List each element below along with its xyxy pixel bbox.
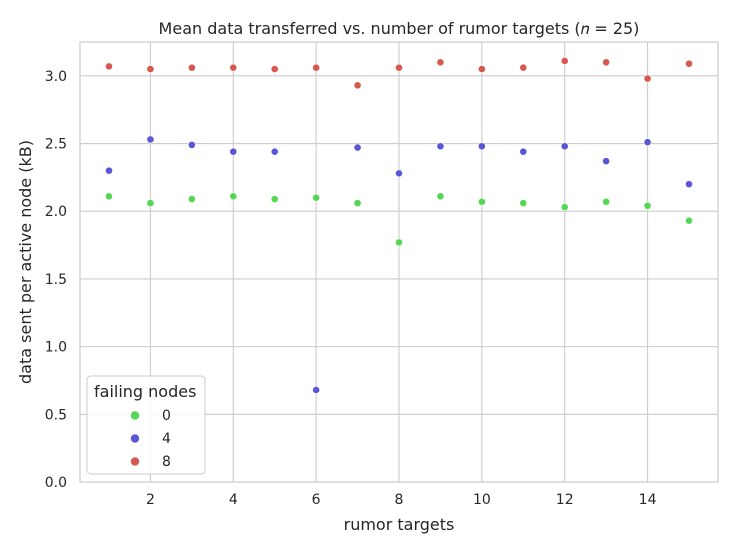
x-tick-label: 12 xyxy=(556,492,574,508)
legend-marker-8 xyxy=(130,456,140,467)
y-tick-label: 1.5 xyxy=(45,272,67,288)
data-point-series-0 xyxy=(560,203,569,212)
data-point-series-8 xyxy=(105,62,113,71)
data-point-series-4 xyxy=(187,140,196,149)
data-point-series-0 xyxy=(395,238,403,247)
data-point-series-4 xyxy=(477,142,486,151)
legend-box xyxy=(86,375,206,475)
data-point-series-4 xyxy=(312,386,321,394)
data-point-series-4 xyxy=(229,147,238,156)
legend-marker-4 xyxy=(130,433,140,444)
data-point-series-4 xyxy=(685,180,693,189)
data-point-series-8 xyxy=(270,65,279,73)
data-point-series-4 xyxy=(353,143,362,152)
data-point-series-4 xyxy=(560,142,569,151)
data-point-series-0 xyxy=(270,195,279,203)
data-point-series-8 xyxy=(519,63,528,72)
data-point-series-8 xyxy=(146,65,155,73)
data-point-series-4 xyxy=(643,138,652,147)
legend-items: 0 4 8 xyxy=(130,408,171,470)
x-tick-label: 2 xyxy=(146,492,155,508)
data-point-series-4 xyxy=(602,157,611,166)
legend-marker-0 xyxy=(130,410,140,421)
legend-label-8: 8 xyxy=(162,454,171,470)
x-tick-label: 10 xyxy=(473,492,491,508)
data-point-series-0 xyxy=(146,199,155,208)
y-tick-label: 0.0 xyxy=(45,475,67,491)
y-tick-label: 1.0 xyxy=(45,340,67,356)
y-tick-label: 0.5 xyxy=(45,407,67,423)
data-point-series-8 xyxy=(395,63,403,72)
data-point-series-4 xyxy=(519,147,528,156)
data-point-series-0 xyxy=(519,199,528,208)
x-axis-label: rumor targets xyxy=(344,515,455,534)
x-tick-label: 14 xyxy=(639,492,657,508)
data-point-series-8 xyxy=(187,63,196,72)
data-point-series-4 xyxy=(146,135,155,144)
data-point-series-8 xyxy=(353,81,362,90)
chart-title: Mean data transferred vs. number of rumo… xyxy=(159,19,640,38)
y-tick-label: 3.0 xyxy=(45,69,67,85)
x-tick-label: 8 xyxy=(395,492,404,508)
data-point-series-0 xyxy=(643,201,652,210)
data-point-series-8 xyxy=(312,63,321,72)
data-point-series-8 xyxy=(477,65,486,73)
data-point-series-8 xyxy=(602,58,611,67)
data-point-series-8 xyxy=(643,74,652,83)
legend-label-4: 4 xyxy=(162,431,171,447)
data-point-series-8 xyxy=(436,58,445,67)
data-point-series-4 xyxy=(395,169,403,178)
x-tick-label: 6 xyxy=(312,492,321,508)
data-point-series-8 xyxy=(229,63,238,72)
data-point-series-0 xyxy=(353,199,362,208)
y-tick-label: 2.0 xyxy=(45,204,67,220)
data-point-series-4 xyxy=(105,166,113,175)
legend-label-0: 0 xyxy=(162,408,171,424)
data-point-series-0 xyxy=(436,192,445,201)
data-point-series-0 xyxy=(187,195,196,203)
x-axis-ticks: 2 4 6 8 10 12 14 xyxy=(146,492,657,508)
y-axis-ticks: 0.0 0.5 1.0 1.5 2.0 2.5 3.0 xyxy=(45,69,67,491)
legend-title: failing nodes xyxy=(94,382,196,401)
data-point-series-0 xyxy=(105,192,113,201)
y-tick-label: 2.5 xyxy=(45,137,67,153)
data-point-series-0 xyxy=(602,197,611,206)
x-tick-label: 4 xyxy=(229,492,238,508)
data-point-series-0 xyxy=(229,192,238,201)
data-points xyxy=(105,57,693,394)
data-point-series-0 xyxy=(685,216,693,225)
data-point-series-0 xyxy=(312,193,321,202)
legend: failing nodes 0 4 8 xyxy=(86,375,206,475)
data-point-series-4 xyxy=(436,142,445,151)
data-point-series-4 xyxy=(270,147,279,156)
data-point-series-0 xyxy=(477,197,486,206)
y-axis-label: data sent per active node (kB) xyxy=(16,140,35,384)
data-point-series-8 xyxy=(685,59,693,68)
plot-frame xyxy=(79,41,719,483)
data-point-series-8 xyxy=(560,57,569,65)
